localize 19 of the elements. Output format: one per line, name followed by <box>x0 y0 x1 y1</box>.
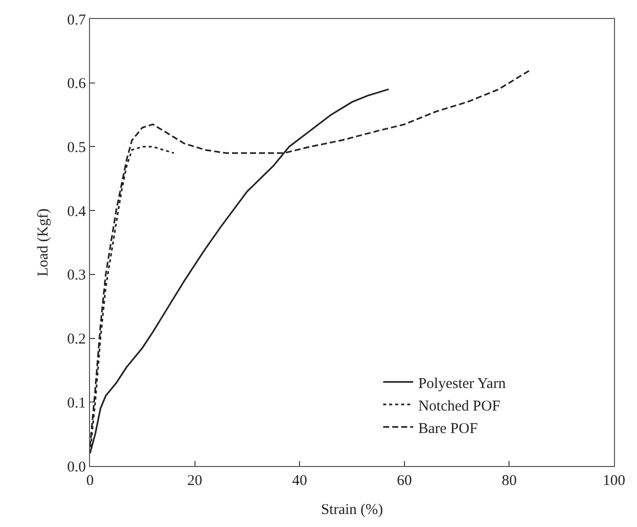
x-axis-title: Strain (%) <box>320 502 384 518</box>
x-tick-label: 20 <box>187 473 202 490</box>
y-tick-label: 0.7 <box>67 12 86 28</box>
legend-label: Bare POF <box>418 420 478 437</box>
y-tick-label: 0.3 <box>67 268 86 284</box>
legend-label: Polyester Yarn <box>418 376 506 392</box>
y-axis-title: Load (Kgf) <box>35 208 52 276</box>
x-tick-label: 60 <box>396 473 412 490</box>
y-tick-label: 0.6 <box>67 76 86 92</box>
x-tick-label: 100 <box>602 473 626 490</box>
y-tick-label: 0.2 <box>67 332 86 348</box>
x-tick-label: 0 <box>86 473 94 490</box>
y-tick-label: 0.4 <box>67 204 86 220</box>
x-tick-label: 40 <box>292 473 308 490</box>
y-tick-label: 0.0 <box>67 459 86 476</box>
y-tick-label: 0.1 <box>67 395 86 412</box>
x-tick-label: 80 <box>502 473 517 490</box>
legend-label: Notched POF <box>418 398 500 414</box>
y-tick-label: 0.5 <box>67 140 86 156</box>
